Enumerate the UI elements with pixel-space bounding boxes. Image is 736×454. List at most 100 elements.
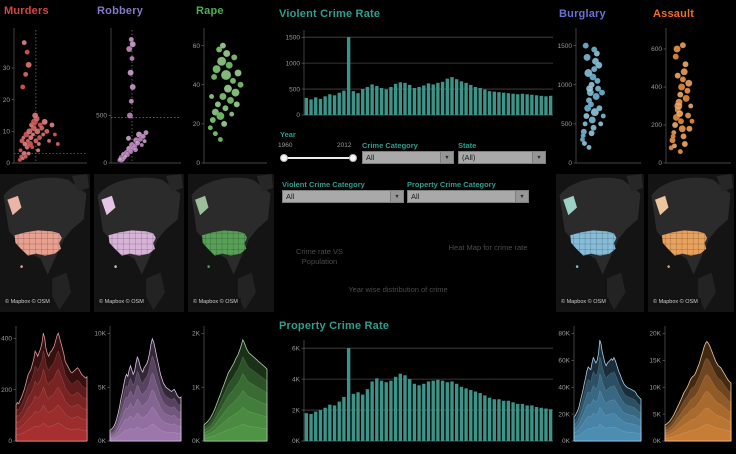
svg-text:2K: 2K [192, 331, 201, 338]
svg-text:1500: 1500 [558, 43, 573, 50]
map-attribution: © Mapbox © OSM [650, 298, 701, 306]
svg-text:20: 20 [193, 121, 201, 128]
crime-vs-population-label: Crime rate VS Population [295, 247, 344, 267]
chevron-down-icon: ▼ [390, 191, 403, 202]
murders-area-chart[interactable]: 0 200 400 [0, 322, 90, 448]
violent-category-select[interactable]: All ▼ [282, 190, 404, 203]
svg-text:0K: 0K [192, 438, 201, 445]
robbery-scatter-chart[interactable]: 0 500 [94, 24, 184, 170]
violent-crime-rate-title: Violent Crime Rate [279, 8, 381, 20]
svg-text:400: 400 [651, 84, 662, 91]
svg-text:60: 60 [193, 43, 201, 50]
map-attribution: © Mapbox © OSM [2, 298, 53, 306]
svg-text:40: 40 [193, 82, 201, 89]
year-slider-min-label: 1960 [278, 142, 293, 149]
burglary-scatter-chart[interactable]: 0 500 1000 1500 [556, 24, 644, 170]
svg-text:2K: 2K [292, 407, 301, 414]
year-slider-track[interactable] [283, 157, 353, 159]
year-slider-min-handle[interactable] [280, 154, 288, 162]
svg-text:0: 0 [658, 160, 662, 167]
property-category-label: Property Crime Category [407, 180, 496, 189]
violent-crime-bar-chart[interactable]: 0 500 1000 1500 [278, 26, 556, 122]
svg-text:10K: 10K [94, 331, 106, 338]
robbery-map[interactable]: © Mapbox © OSM [94, 174, 184, 312]
svg-text:40K: 40K [558, 384, 570, 391]
chevron-down-icon: ▼ [532, 152, 545, 163]
svg-text:0K: 0K [292, 438, 301, 445]
svg-text:5K: 5K [98, 384, 107, 391]
svg-text:600: 600 [651, 46, 662, 53]
violent-category-value: All [286, 192, 295, 201]
svg-text:0: 0 [8, 438, 12, 445]
robbery-area-chart[interactable]: 0K 5K 10K [94, 322, 184, 448]
svg-text:0K: 0K [98, 438, 107, 445]
svg-text:6K: 6K [292, 345, 301, 352]
svg-text:15K: 15K [649, 357, 661, 364]
burglary-area-chart[interactable]: 0K 20K 40K 60K 80K [556, 322, 644, 448]
chevron-down-icon: ▼ [515, 191, 528, 202]
svg-text:500: 500 [561, 121, 572, 128]
svg-text:1K: 1K [192, 384, 201, 391]
svg-text:0: 0 [568, 160, 572, 167]
svg-text:0: 0 [6, 160, 10, 167]
rape-area-chart[interactable]: 0K 1K 2K [190, 322, 270, 448]
svg-text:500: 500 [96, 113, 107, 120]
assault-title: Assault [653, 8, 695, 20]
state-select[interactable]: (All) ▼ [458, 151, 546, 164]
svg-text:400: 400 [1, 335, 12, 342]
svg-text:1500: 1500 [286, 34, 301, 41]
svg-text:30: 30 [3, 65, 11, 72]
crime-category-value: All [366, 153, 375, 162]
svg-text:80K: 80K [558, 331, 570, 338]
rape-title: Rape [196, 5, 224, 17]
svg-text:200: 200 [1, 387, 12, 394]
property-crime-bar-chart[interactable]: 0K 2K 4K 6K [278, 336, 556, 448]
year-slider-max-handle[interactable] [349, 154, 357, 162]
crime-category-label: Crime Category [362, 141, 418, 150]
svg-text:20: 20 [3, 97, 11, 104]
year-filter-label: Year [280, 130, 296, 139]
state-filter-label: State [458, 141, 477, 150]
svg-text:200: 200 [651, 122, 662, 129]
burglary-title: Burglary [559, 8, 606, 20]
property-category-value: All [411, 192, 420, 201]
crime-category-select[interactable]: All ▼ [362, 151, 454, 164]
heat-map-label: Heat Map for crime rate [448, 243, 528, 252]
burglary-map[interactable]: © Mapbox © OSM [556, 174, 644, 312]
svg-text:5K: 5K [653, 411, 662, 418]
svg-text:60K: 60K [558, 357, 570, 364]
property-category-select[interactable]: All ▼ [407, 190, 529, 203]
svg-text:1000: 1000 [286, 60, 301, 67]
property-crime-rate-title: Property Crime Rate [279, 320, 390, 332]
svg-text:10K: 10K [649, 384, 661, 391]
year-wise-distribution-label: Year wise distribution of crime [348, 285, 448, 294]
robbery-title: Robbery [97, 5, 144, 17]
svg-text:0: 0 [196, 160, 200, 167]
murders-scatter-chart[interactable]: 0 10 20 30 [0, 24, 90, 170]
map-attribution: © Mapbox © OSM [190, 298, 241, 306]
rape-map[interactable]: © Mapbox © OSM [188, 174, 274, 312]
svg-text:20K: 20K [649, 331, 661, 338]
svg-text:0K: 0K [562, 438, 571, 445]
assault-map[interactable]: © Mapbox © OSM [648, 174, 734, 312]
svg-text:4K: 4K [292, 376, 301, 383]
rape-scatter-chart[interactable]: 0 20 40 60 [190, 24, 270, 170]
map-attribution: © Mapbox © OSM [558, 298, 609, 306]
svg-text:500: 500 [289, 86, 300, 93]
svg-text:0K: 0K [653, 438, 662, 445]
map-attribution: © Mapbox © OSM [96, 298, 147, 306]
murders-title: Murders [4, 5, 49, 17]
svg-text:0: 0 [296, 112, 300, 119]
svg-text:0: 0 [103, 160, 107, 167]
svg-text:10: 10 [3, 129, 11, 136]
violent-category-label: Violent Crime Category [282, 180, 365, 189]
svg-text:20K: 20K [558, 411, 570, 418]
assault-area-chart[interactable]: 0K 5K 10K 15K 20K [648, 322, 734, 448]
assault-scatter-chart[interactable]: 0 200 400 600 [648, 24, 734, 170]
murders-map[interactable]: © Mapbox © OSM [0, 174, 90, 312]
state-value: (All) [462, 153, 476, 162]
chevron-down-icon: ▼ [440, 152, 453, 163]
year-slider-max-label: 2012 [337, 142, 352, 149]
svg-text:1000: 1000 [558, 82, 573, 89]
